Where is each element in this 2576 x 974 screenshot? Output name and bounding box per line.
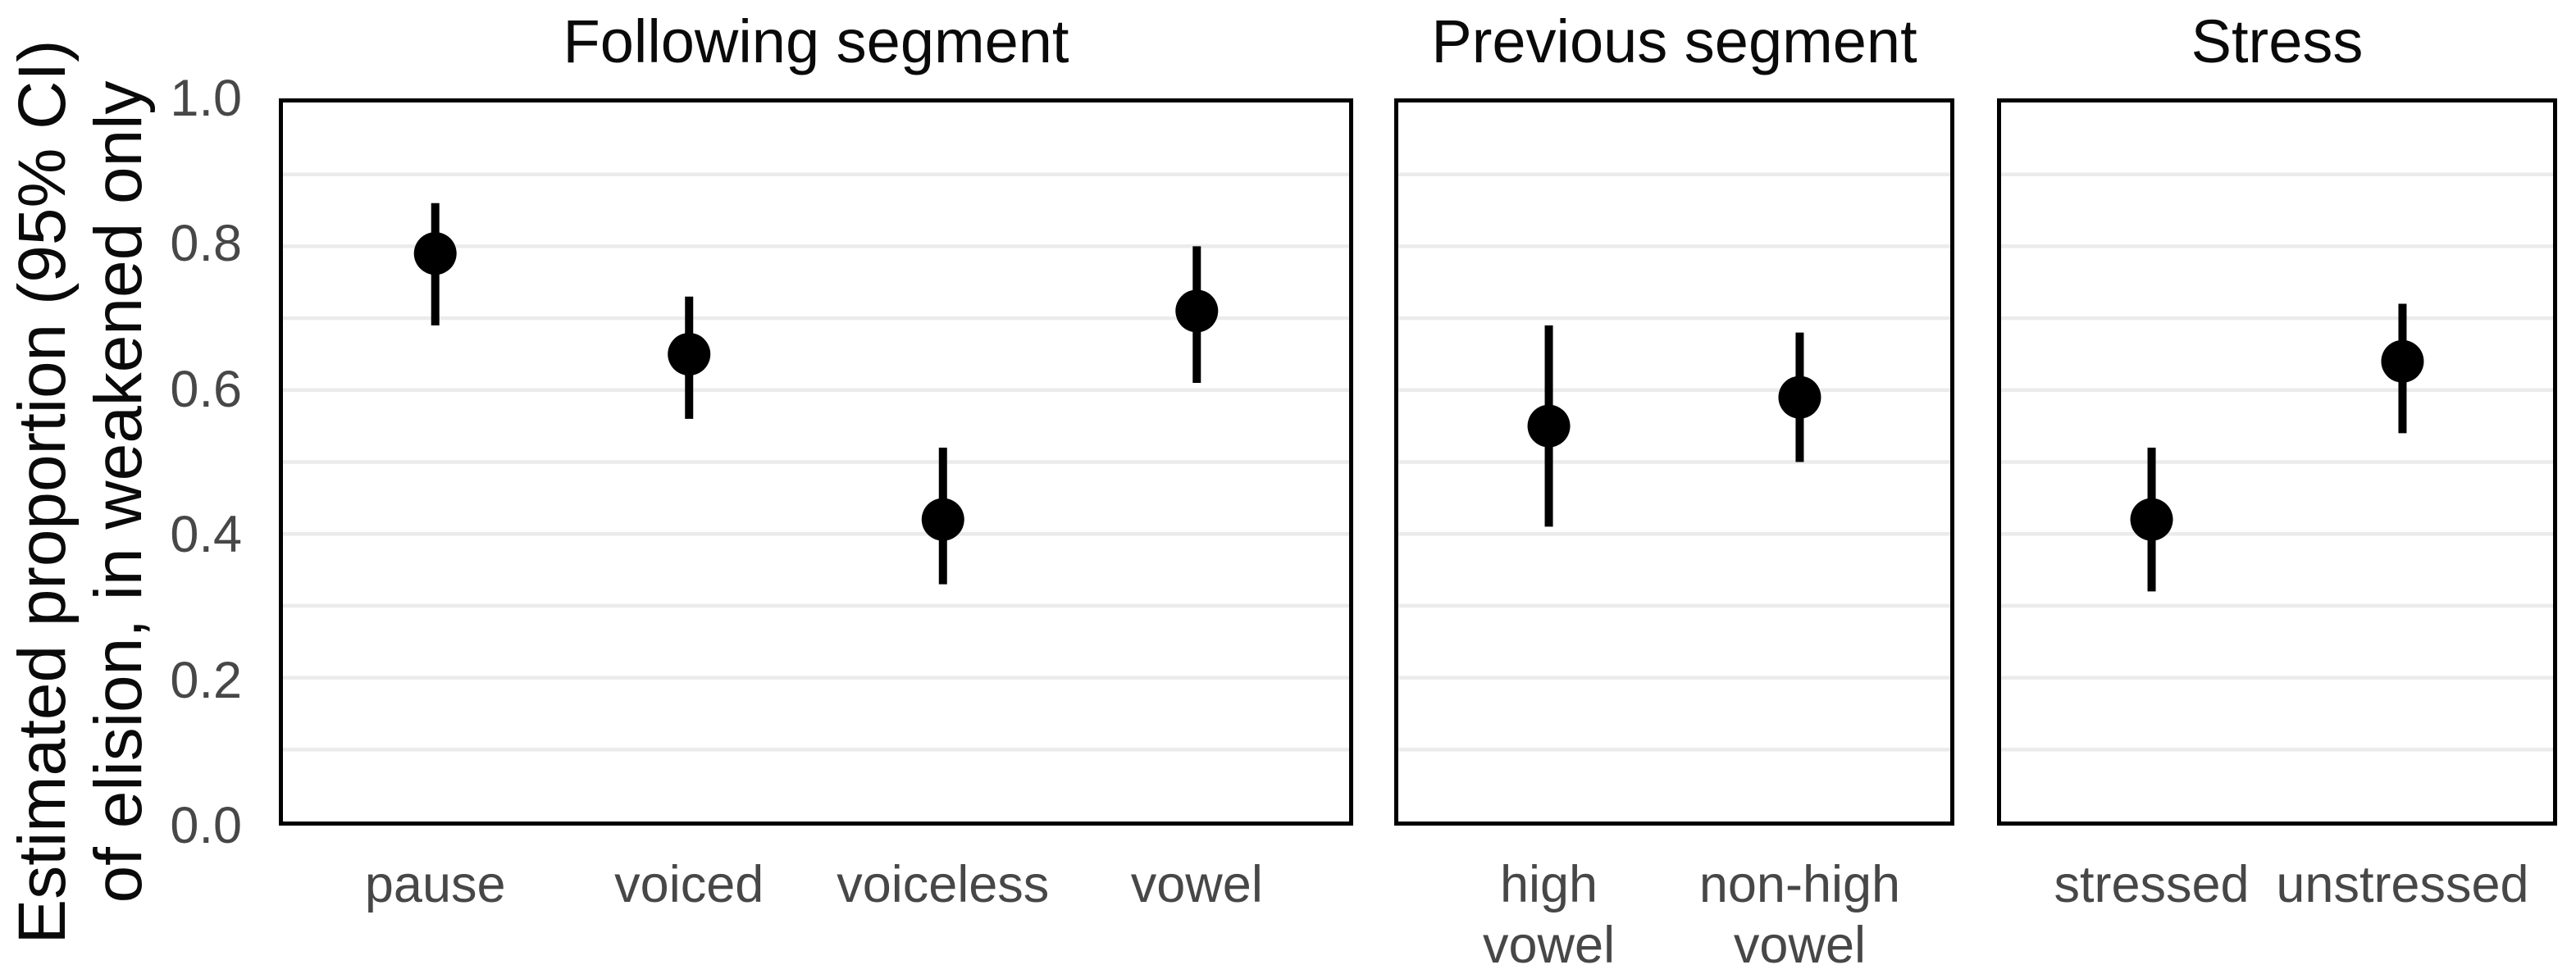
x-category-label-line: pause [364, 856, 506, 913]
point-estimate-dot [921, 498, 964, 541]
panel-svg [1398, 172, 1950, 752]
x-category-label-line: voiced [614, 856, 764, 913]
x-category-label: vowel [1131, 854, 1263, 915]
x-category-label: pause [365, 854, 506, 915]
x-category-label-line: unstressed [2276, 856, 2529, 913]
panel-title-previous-segment: Previous segment [1431, 7, 1917, 75]
x-category-label-line: vowel [1482, 917, 1616, 974]
x-category-label-line: vowel [1130, 856, 1263, 913]
y-tick-label: 0.0 [170, 797, 242, 854]
x-category-label-line: high [1499, 856, 1598, 913]
x-category-label: high vowel [1483, 854, 1615, 974]
x-category-label-line: vowel [1733, 917, 1866, 974]
panel-plot-area-stress [1997, 98, 2557, 826]
y-tick-label: 0.6 [170, 360, 242, 418]
y-tick-label: 1.0 [170, 70, 242, 127]
panel-title-stress: Stress [2191, 7, 2364, 75]
x-category-label-line: non-high [1698, 856, 1901, 913]
x-category-label: unstressed [2276, 854, 2528, 915]
point-estimate-dot [413, 232, 457, 275]
point-estimate-dot [2130, 498, 2173, 541]
y-tick-label: 0.8 [170, 215, 242, 273]
x-category-label: stressed [2054, 854, 2249, 915]
panel-plot-area-previous-segment [1394, 98, 1954, 826]
panel-title-following-segment: Following segment [563, 7, 1069, 75]
point-estimate-dot [1175, 289, 1219, 333]
x-category-label-line: voiceless [837, 856, 1050, 913]
x-category-label: non-high vowel [1699, 854, 1900, 974]
point-estimate-dot [1778, 375, 1821, 419]
x-category-label-line: stressed [2054, 856, 2250, 913]
panel-plot-area-following-segment [279, 98, 1353, 826]
panel-svg [2001, 172, 2553, 752]
x-category-label: voiceless [837, 854, 1049, 915]
panel-svg [283, 172, 1349, 752]
point-estimate-dot [1527, 404, 1571, 448]
x-category-label: voiced [614, 854, 764, 915]
y-tick-label: 0.2 [170, 651, 242, 709]
point-estimate-dot [668, 332, 711, 375]
point-estimate-dot [2381, 339, 2424, 383]
y-tick-label: 0.4 [170, 506, 242, 564]
